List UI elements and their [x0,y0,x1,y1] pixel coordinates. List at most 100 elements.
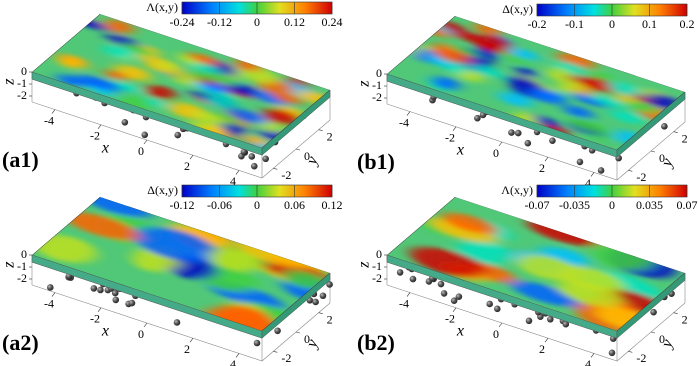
z-tick-label: -2 [372,271,382,285]
panel-label: (a2) [2,330,39,355]
blob [209,248,261,272]
blob [509,48,539,60]
y-tick [318,312,323,314]
y-tick-label: 0 [304,332,310,346]
x-tick-label: 0 [493,146,499,160]
blob [442,212,498,235]
colorbar-tick-label: -0.1 [565,17,584,31]
sphere [549,137,556,144]
x-axis-label: x [456,142,464,159]
blob [410,247,487,278]
blob [205,93,236,108]
box-bottom [31,284,331,362]
colorbar-tick-label: -0.035 [559,198,590,212]
sphere [440,290,448,297]
x-tick-label: 4 [230,174,236,188]
y-tick-label: -2 [636,351,646,365]
x-tick-label: -4 [399,115,409,129]
blob [515,67,537,78]
blob [145,85,176,100]
sphere [319,292,327,300]
x-tick-label: 2 [184,159,190,173]
sphere [46,284,54,291]
y-tick [628,351,633,353]
sphere [97,286,104,294]
sphere [455,293,463,300]
x-tick-label: -2 [445,131,455,145]
sphere [409,275,417,283]
colorbar-tick-label: -0.12 [170,198,195,212]
blob [557,80,585,94]
colorbar-tick-label: -0.12 [207,15,232,29]
blob [470,64,504,78]
sphere [312,298,319,306]
blobs [33,197,330,331]
sphere [437,280,445,288]
sphere [493,305,501,313]
blob [505,76,544,91]
y-tick [273,351,278,353]
y-tick-label: 0 [659,332,665,346]
sphere [576,158,584,166]
y-tick-label: 2 [682,312,688,326]
sphere [174,131,182,139]
sphere [90,285,98,292]
x-tick [51,292,56,297]
sphere [253,339,261,347]
blob [103,19,134,34]
blob [546,67,571,81]
x-tick [452,307,457,312]
blob [119,43,154,57]
blob [191,110,227,125]
x-tick-label: -4 [44,113,54,127]
y-axis-label: y [658,155,677,170]
sphere [173,319,181,326]
x-tick-label: 2 [539,342,545,356]
x-tick [189,338,194,343]
blob [625,100,660,114]
sphere [141,131,149,139]
sphere [128,299,136,307]
y-axis-label: y [658,336,677,351]
colorbar-tick-label: 0.07 [677,198,698,212]
y-tick-label: 2 [327,312,333,326]
colorbar-label: Λ(x,y) [146,0,178,14]
z-axis-label: z [356,261,373,269]
panel-label: (a1) [2,147,39,172]
sphere [262,155,269,163]
sphere [250,162,258,170]
sphere [240,148,248,156]
blob [502,53,532,65]
z-tick-label: -2 [17,271,27,285]
surface [387,197,685,331]
sphere [608,349,616,357]
blob [448,45,480,58]
panel-label: (b1) [357,149,395,174]
x-tick [189,155,194,160]
x-tick [406,292,411,297]
x-tick [498,141,503,147]
slab-side [261,272,331,339]
colorbar-tick-label: 0 [254,15,260,29]
x-tick [590,353,595,358]
colorbar-tick-label: -0.24 [170,15,195,29]
blob [57,55,87,69]
z-tick-label: 0 [21,64,27,78]
sphere [112,296,120,304]
y-tick-label: 0 [659,151,665,165]
y-tick-label: 0 [304,149,310,163]
blob [168,223,231,248]
z-tick-label: 0 [376,247,382,261]
colorbar-label: Λ(x,y) [501,183,533,197]
y-axis-label: y [303,153,322,168]
x-tick-label: -2 [90,312,100,326]
z-axis-label: z [1,78,18,86]
blob [451,29,478,41]
colorbar-tick-label: 0.12 [322,198,343,212]
sphere [396,269,404,276]
sphere [111,289,119,297]
x-tick [51,109,56,114]
blob [104,70,127,81]
